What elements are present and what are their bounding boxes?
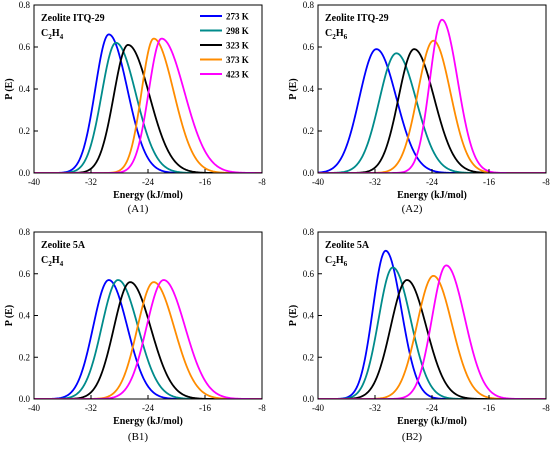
- y-tick-label: 0.6: [303, 269, 315, 279]
- panel-a1: -40 -32 -24 -16 -8 0.0 0.2 0.4 0.6 0.8 Energy (kJ/…: [4, 0, 266, 215]
- panel-title: Zeolite ITQ-29: [325, 13, 389, 24]
- panel-subtitle: C2H4: [41, 255, 64, 268]
- legend-label: 423 K: [226, 70, 249, 80]
- legend-label: 273 K: [226, 12, 249, 22]
- y-tick-label: 0.8: [19, 0, 31, 10]
- series-line-423k: [318, 264, 546, 399]
- y-tick-label: 0.4: [303, 84, 315, 94]
- series-line-298k: [34, 41, 262, 173]
- series-line-323k: [318, 279, 546, 399]
- panel-label: (A1): [128, 203, 149, 215]
- series-group: [318, 18, 546, 173]
- series-line-298k: [34, 279, 262, 399]
- x-tick-label: -40: [28, 403, 40, 413]
- y-tick-label: 0.2: [19, 126, 30, 136]
- legend-label: 298 K: [226, 26, 249, 36]
- y-axis-label: P (E): [4, 78, 15, 99]
- series-line-373k: [34, 281, 262, 399]
- y-axis-label: P (E): [4, 305, 15, 326]
- y-tick-label: 0.0: [19, 168, 31, 178]
- legend-label: 323 K: [226, 41, 249, 51]
- x-tick-label: -40: [312, 177, 324, 187]
- x-axis-label: Energy (kJ/mol): [113, 190, 183, 201]
- x-tick-label: -8: [542, 403, 550, 413]
- y-tick-label: 0.6: [303, 42, 315, 52]
- panel-label: (B1): [128, 431, 149, 443]
- y-tick-label: 0.4: [19, 84, 31, 94]
- x-tick-label: -24: [142, 403, 154, 413]
- x-tick-label: -32: [85, 403, 97, 413]
- y-tick-label: 0.8: [19, 227, 31, 237]
- y-tick-label: 0.8: [303, 227, 315, 237]
- x-tick-label: -32: [369, 403, 381, 413]
- series-line-298k: [318, 266, 546, 399]
- y-tick-label: 0.2: [303, 126, 314, 136]
- x-axis-label: Energy (kJ/mol): [113, 416, 183, 427]
- y-tick-label: 0.2: [19, 352, 30, 362]
- x-tick-label: -16: [483, 177, 495, 187]
- panel-b2: -40 -32 -24 -16 -8 0.0 0.2 0.4 0.6 0.8 Energy (kJ/…: [288, 227, 550, 443]
- y-axis-label: P (E): [288, 78, 299, 99]
- x-tick-label: -32: [85, 177, 97, 187]
- y-tick-label: 0.2: [303, 352, 314, 362]
- x-tick-label: -32: [369, 177, 381, 187]
- x-tick-label: -8: [542, 177, 550, 187]
- series-line-273k: [34, 279, 262, 399]
- panel-title: Zeolite 5A: [41, 240, 86, 251]
- x-tick-label: -8: [258, 177, 266, 187]
- panel-label: (A2): [402, 203, 423, 215]
- x-tick-label: -24: [426, 403, 438, 413]
- x-tick-label: -16: [199, 177, 211, 187]
- panel-title: Zeolite 5A: [325, 240, 370, 251]
- series-line-298k: [318, 52, 546, 173]
- y-tick-label: 0.0: [303, 394, 315, 404]
- panel-title: Zeolite ITQ-29: [41, 13, 105, 24]
- x-axis-label: Energy (kJ/mol): [397, 416, 467, 427]
- panel-subtitle: C2H4: [41, 28, 64, 41]
- x-tick-label: -40: [28, 177, 40, 187]
- legend: 273 K 298 K 323 K 373 K 423 K: [200, 12, 249, 80]
- y-tick-label: 0.4: [303, 311, 315, 321]
- panel-b1: -40 -32 -24 -16 -8 0.0 0.2 0.4 0.6 0.8 Energy (kJ/…: [4, 227, 266, 443]
- x-tick-label: -16: [483, 403, 495, 413]
- series-line-273k: [318, 249, 546, 399]
- y-tick-label: 0.6: [19, 269, 31, 279]
- x-axis-label: Energy (kJ/mol): [397, 190, 467, 201]
- panel-subtitle: C2H6: [325, 28, 348, 41]
- x-tick-label: -8: [258, 403, 266, 413]
- panel-a2: -40 -32 -24 -16 -8 0.0 0.2 0.4 0.6 0.8 Energy (kJ/…: [288, 0, 550, 215]
- series-line-423k: [34, 37, 262, 173]
- y-tick-label: 0.6: [19, 42, 31, 52]
- legend-label: 373 K: [226, 55, 249, 65]
- y-axis-label: P (E): [288, 305, 299, 326]
- series-line-423k: [34, 279, 262, 399]
- panel-subtitle: C2H6: [325, 255, 348, 268]
- x-tick-label: -24: [426, 177, 438, 187]
- panel-label: (B2): [402, 431, 423, 443]
- series-line-273k: [34, 33, 262, 173]
- series-line-373k: [318, 274, 546, 399]
- y-tick-label: 0.0: [19, 394, 31, 404]
- series-line-323k: [34, 281, 262, 399]
- y-tick-label: 0.8: [303, 0, 315, 10]
- x-tick-label: -40: [312, 403, 324, 413]
- x-tick-label: -16: [199, 403, 211, 413]
- y-tick-label: 0.0: [303, 168, 315, 178]
- series-group: [34, 279, 262, 399]
- y-tick-label: 0.4: [19, 311, 31, 321]
- series-group: [318, 249, 546, 399]
- x-tick-label: -24: [142, 177, 154, 187]
